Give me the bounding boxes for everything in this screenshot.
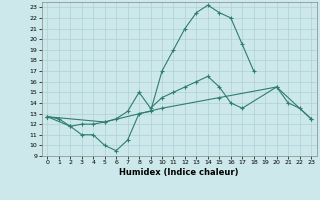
X-axis label: Humidex (Indice chaleur): Humidex (Indice chaleur) [119, 168, 239, 177]
